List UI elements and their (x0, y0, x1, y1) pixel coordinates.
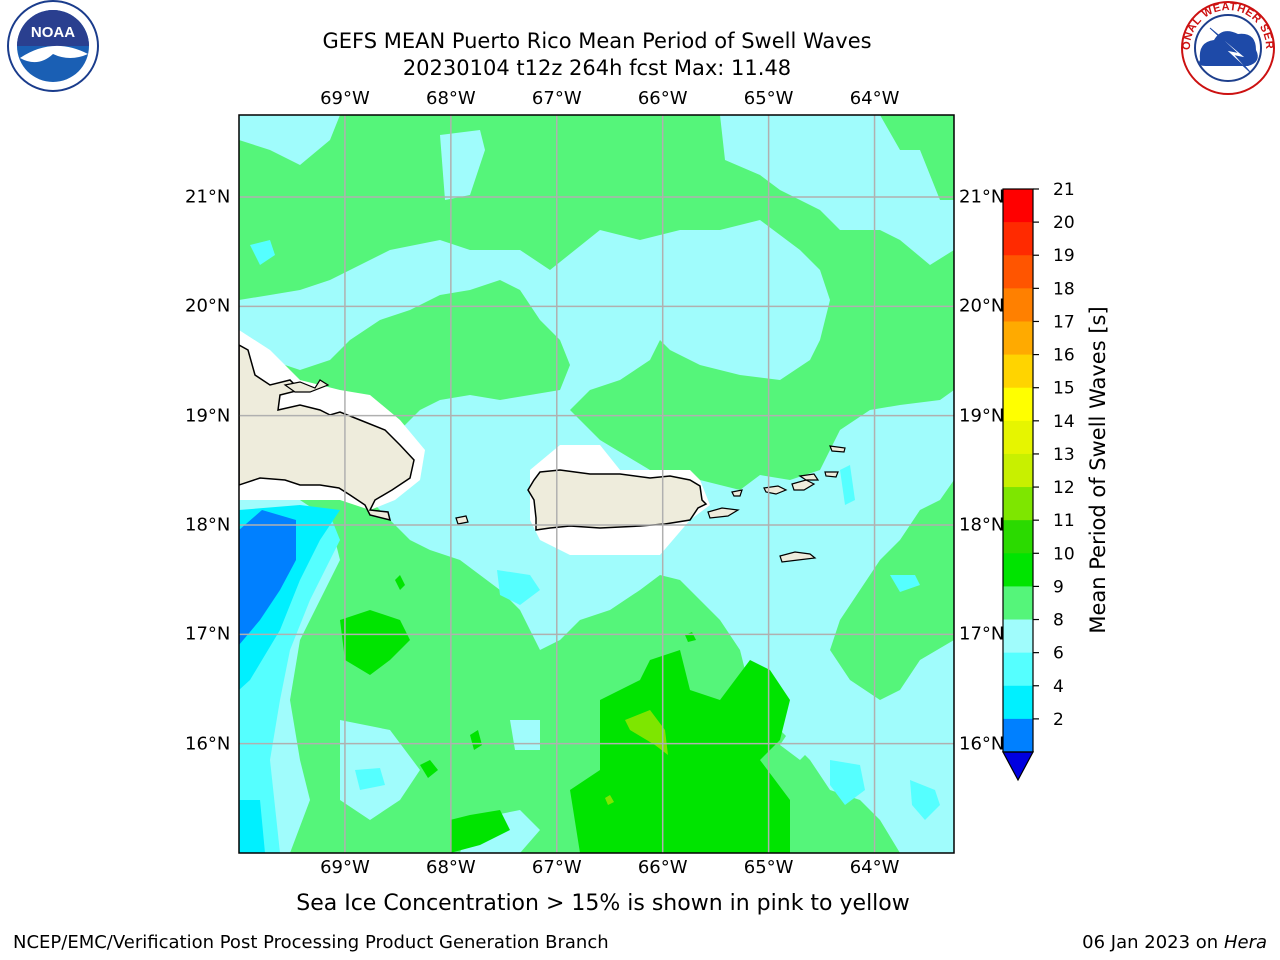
colorbar-segment (1003, 520, 1033, 554)
colorbar-tick-label: 12 (1053, 478, 1075, 498)
lat-label-left: 21°N (185, 186, 231, 208)
map-area (239, 115, 954, 853)
lat-label-right: 16°N (959, 733, 1005, 755)
colorbar-segment (1003, 685, 1033, 720)
lon-label-bottom: 65°W (743, 857, 794, 878)
colorbar-tick-label: 17 (1053, 312, 1075, 332)
colorbar-segment (1003, 487, 1033, 521)
colorbar-segment (1003, 321, 1033, 356)
lon-label-bottom: 68°W (425, 857, 476, 878)
lon-label-bottom: 67°W (531, 857, 582, 878)
colorbar-frame (1002, 188, 1034, 753)
lon-label-top: 67°W (531, 88, 582, 109)
nws-logo-text: NATIONAL WEATHER SERVICE (0, 0, 1275, 50)
lat-label-left: 19°N (185, 405, 231, 427)
colorbar-tick-label: 14 (1053, 412, 1075, 432)
lat-label-right: 20°N (959, 295, 1005, 317)
map-title: GEFS MEAN Puerto Rico Mean Period of Swe… (322, 29, 872, 53)
colorbar-label: Mean Period of Swell Waves [s] (1086, 306, 1110, 634)
nws-logo: NATIONAL WEATHER SERVICE (0, 0, 1275, 95)
land-virgin-islands (763, 445, 846, 563)
footer-date-text: 06 Jan 2023 on (1082, 932, 1224, 953)
colorbar-tick-label: 13 (1053, 445, 1075, 465)
footer-machine: Hera (1223, 932, 1267, 953)
graticule (239, 115, 954, 853)
lat-label-left: 18°N (185, 514, 231, 536)
colorbar-tick-label: 11 (1053, 511, 1075, 531)
colorbar-segment (1003, 453, 1033, 488)
colorbar-tick-label: 2 (1053, 710, 1064, 730)
colorbar-tick-label: 18 (1053, 279, 1075, 299)
colorbar-tick-label: 6 (1053, 644, 1064, 664)
colorbar-segment (1003, 222, 1033, 256)
noaa-logo-text: NOAA (31, 24, 75, 41)
map-subtitle: 20230104 t12z 264h fcst Max: 11.48 (402, 56, 792, 80)
lon-label-bottom: 64°W (849, 857, 900, 878)
colorbar-tick-label: 10 (1053, 544, 1075, 564)
colorbar-tick-label: 15 (1053, 379, 1075, 399)
colorbar-tick-label: 8 (1053, 611, 1064, 631)
colorbar-tick-label: 9 (1053, 577, 1064, 597)
swell-field-2-4 (239, 510, 296, 645)
colorbar-segment (1003, 288, 1033, 322)
map-frame (238, 114, 955, 854)
lon-label-top: 69°W (320, 88, 370, 109)
lon-label-bottom: 69°W (320, 857, 370, 878)
colorbar-segment (1003, 189, 1033, 223)
lat-label-left: 16°N (185, 733, 231, 755)
noaa-logo: NOAA (7, 0, 99, 92)
lon-label-top: 66°W (637, 88, 688, 109)
colorbar-segment (1003, 354, 1033, 389)
lat-label-right: 17°N (959, 623, 1005, 645)
sea-ice-note: Sea Ice Concentration > 15% is shown in … (296, 891, 910, 916)
colorbar-segment (1003, 652, 1033, 687)
colorbar-segment (1003, 586, 1033, 621)
colorbar-segment (1003, 387, 1033, 422)
colorbar-tick-label: 4 (1053, 677, 1064, 697)
colorbar-segment (1003, 420, 1033, 455)
lat-label-left: 17°N (185, 623, 231, 645)
lon-label-top: 65°W (743, 88, 794, 109)
colorbar-segment (1003, 255, 1033, 289)
land-hispaniola (239, 344, 415, 522)
lat-label-right: 21°N (959, 186, 1005, 208)
colorbar-tick-label: 20 (1053, 213, 1075, 233)
svg-text:NATIONAL WEATHER SERVICE: NATIONAL WEATHER SERVICE (0, 0, 1275, 50)
colorbar-tick-label: 21 (1053, 180, 1075, 200)
lon-label-top: 68°W (425, 88, 476, 109)
footer-branch: NCEP/EMC/Verification Post Processing Pr… (13, 932, 609, 953)
colorbar-segment (1003, 553, 1033, 587)
lon-label-top: 64°W (849, 88, 900, 109)
lon-label-bottom: 66°W (637, 857, 688, 878)
colorbar-tick-label: 19 (1053, 246, 1075, 266)
land-puerto-rico (455, 469, 743, 531)
colorbar-extend-triangle (1001, 751, 1035, 782)
lat-label-right: 18°N (959, 514, 1005, 536)
lat-label-left: 20°N (185, 295, 231, 317)
colorbar-segment (1003, 718, 1033, 753)
colorbar: 21 20 19 18 17 16 15 14 13 12 11 10 9 8 6 4 2 (1001, 180, 1075, 782)
colorbar-tick-label: 16 (1053, 346, 1075, 366)
colorbar-segment (1003, 619, 1033, 654)
lat-label-right: 19°N (959, 405, 1005, 427)
footer-date: 06 Jan 2023 on Hera (1082, 932, 1267, 953)
swell-field-10-11 (340, 575, 790, 853)
